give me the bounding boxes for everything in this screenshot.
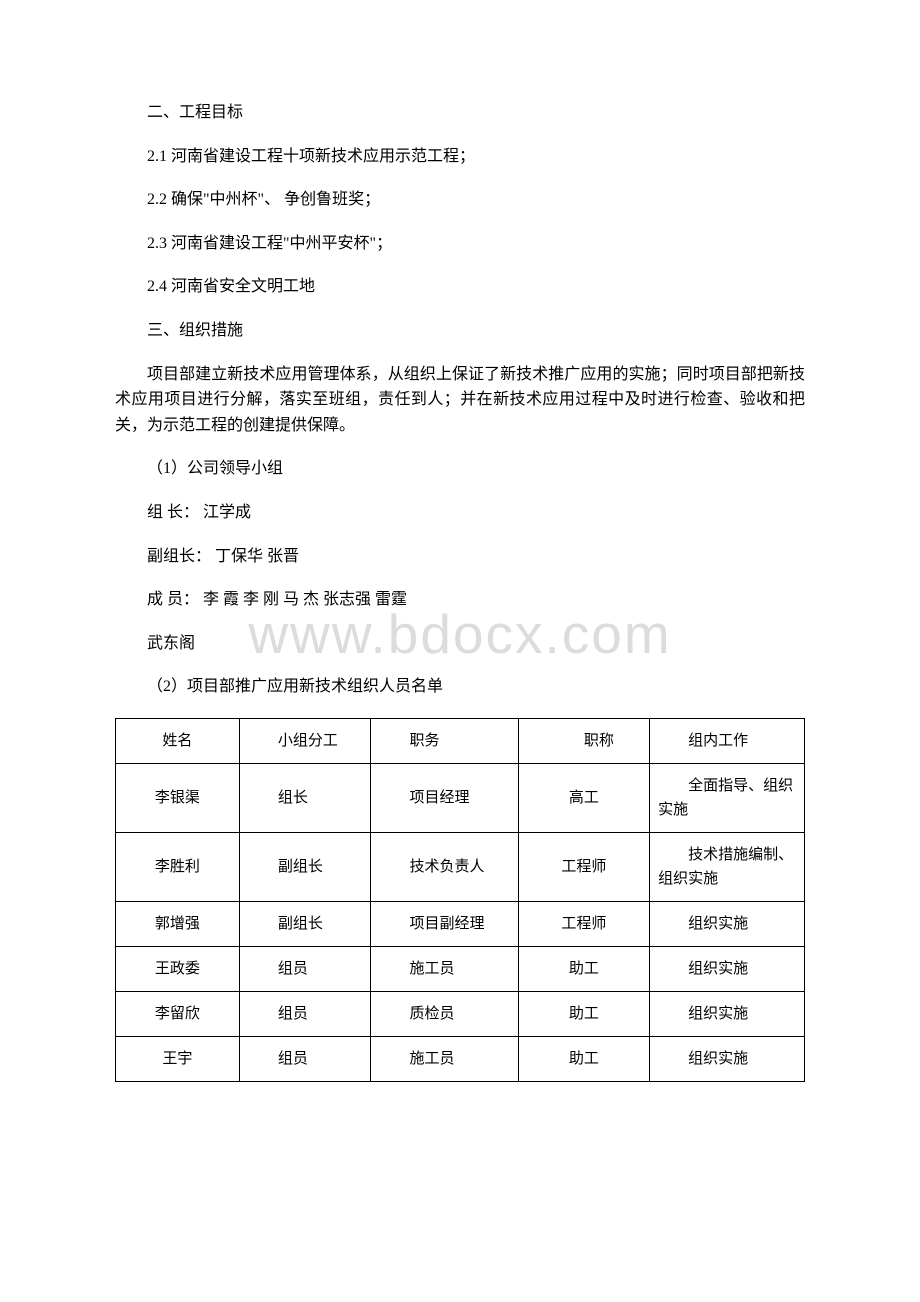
cell-group: 副组长 [239, 832, 371, 901]
group1-vice: 副组长： 丁保华 张晋 [115, 544, 805, 570]
section-2-heading: 二、工程目标 [115, 100, 805, 126]
header-work: 组内工作 [650, 718, 805, 763]
section-3-intro: 项目部建立新技术应用管理体系，从组织上保证了新技术推广应用的实施；同时项目部把新… [115, 362, 805, 439]
cell-work: 全面指导、组织实施 [650, 763, 805, 832]
table-row: 郭增强 副组长 项目副经理 工程师 组织实施 [116, 901, 805, 946]
cell-group: 副组长 [239, 901, 371, 946]
cell-title: 高工 [518, 763, 650, 832]
cell-name: 王宇 [116, 1036, 240, 1081]
table-row: 王宇 组员 施工员 助工 组织实施 [116, 1036, 805, 1081]
cell-work: 组织实施 [650, 946, 805, 991]
group1-title: （1）公司领导小组 [115, 456, 805, 482]
section-3-heading: 三、组织措施 [115, 318, 805, 344]
header-group: 小组分工 [239, 718, 371, 763]
group2-title: （2）项目部推广应用新技术组织人员名单 [115, 674, 805, 700]
cell-work: 组织实施 [650, 901, 805, 946]
cell-group: 组员 [239, 1036, 371, 1081]
cell-work: 组织实施 [650, 991, 805, 1036]
cell-duty: 施工员 [371, 946, 518, 991]
cell-group: 组员 [239, 991, 371, 1036]
cell-name: 李留欣 [116, 991, 240, 1036]
section-2-item-4: 2.4 河南省安全文明工地 [115, 274, 805, 300]
cell-title: 工程师 [518, 901, 650, 946]
cell-duty: 项目经理 [371, 763, 518, 832]
cell-name: 李胜利 [116, 832, 240, 901]
group1-leader: 组 长： 江学成 [115, 500, 805, 526]
cell-title: 助工 [518, 991, 650, 1036]
cell-work: 技术措施编制、组织实施 [650, 832, 805, 901]
cell-duty: 技术负责人 [371, 832, 518, 901]
cell-title: 助工 [518, 1036, 650, 1081]
table-row: 李银渠 组长 项目经理 高工 全面指导、组织实施 [116, 763, 805, 832]
header-duty: 职务 [371, 718, 518, 763]
cell-title: 助工 [518, 946, 650, 991]
table-row: 李留欣 组员 质检员 助工 组织实施 [116, 991, 805, 1036]
section-2-item-2: 2.2 确保"中州杯"、 争创鲁班奖； [115, 187, 805, 213]
cell-name: 王政委 [116, 946, 240, 991]
personnel-table: 姓名 小组分工 职务 职称 组内工作 李银渠 组长 项目经理 高工 全面指导、组… [115, 718, 805, 1082]
table-row: 王政委 组员 施工员 助工 组织实施 [116, 946, 805, 991]
cell-duty: 施工员 [371, 1036, 518, 1081]
cell-title: 工程师 [518, 832, 650, 901]
section-2-item-1: 2.1 河南省建设工程十项新技术应用示范工程； [115, 144, 805, 170]
table-header-row: 姓名 小组分工 职务 职称 组内工作 [116, 718, 805, 763]
cell-duty: 项目副经理 [371, 901, 518, 946]
cell-duty: 质检员 [371, 991, 518, 1036]
cell-group: 组长 [239, 763, 371, 832]
cell-name: 郭增强 [116, 901, 240, 946]
group1-members: 成 员： 李 霞 李 刚 马 杰 张志强 雷霆 [115, 587, 805, 613]
cell-group: 组员 [239, 946, 371, 991]
group1-members2: 武东阁 [115, 631, 805, 657]
header-name: 姓名 [116, 718, 240, 763]
table-row: 李胜利 副组长 技术负责人 工程师 技术措施编制、组织实施 [116, 832, 805, 901]
cell-name: 李银渠 [116, 763, 240, 832]
cell-work: 组织实施 [650, 1036, 805, 1081]
section-2-item-3: 2.3 河南省建设工程"中州平安杯"； [115, 231, 805, 257]
header-title: 职称 [518, 718, 650, 763]
